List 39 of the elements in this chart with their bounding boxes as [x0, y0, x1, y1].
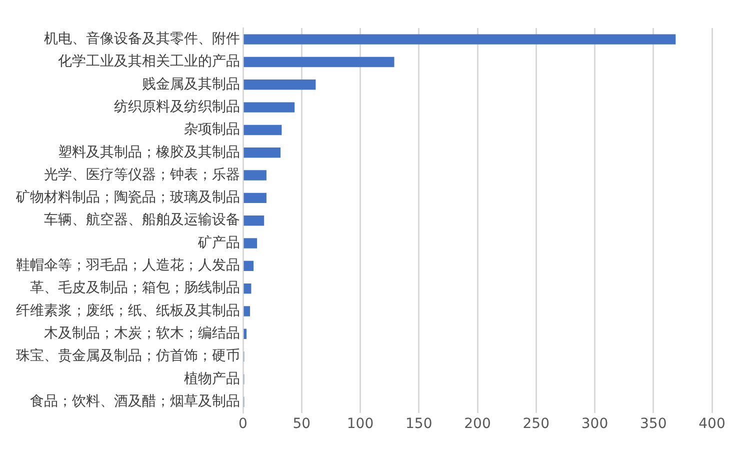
y-tick-label: 矿产品	[197, 234, 240, 251]
y-tick-label: 纺织原料及纺织制品	[114, 98, 240, 115]
y-tick-label: 杂项制品	[184, 122, 240, 138]
x-tick-label: 150	[406, 416, 432, 432]
bar	[244, 216, 264, 226]
y-tick-label: 贱金属及其制品	[142, 76, 240, 92]
bar	[244, 34, 676, 44]
y-tick-label: 食品；饮料、酒及醋；烟草及制品	[30, 394, 240, 410]
bar	[244, 260, 254, 272]
bar	[244, 306, 250, 316]
bar	[244, 80, 316, 90]
x-tick-label: 350	[640, 416, 667, 432]
bar	[244, 56, 394, 68]
y-tick-label: 机电、音像设备及其零件、附件	[44, 30, 240, 47]
x-tick-label: 0	[238, 416, 248, 432]
y-tick-label: 塑料及其制品；橡胶及其制品	[58, 144, 240, 160]
y-tick-label: 化学工业及其相关工业的产品	[58, 54, 240, 70]
y-tick-label: 植物产品	[184, 370, 240, 387]
bar	[244, 148, 281, 158]
y-tick-label: 纤维素浆；废纸；纸、纸板及其制品	[16, 302, 240, 319]
x-tick-label: 400	[698, 416, 726, 432]
y-tick-label: 车辆、航空器、船舶及运输设备	[44, 212, 240, 228]
bar	[244, 192, 266, 204]
x-tick-label: 50	[292, 416, 311, 432]
y-tick-label: 光学、医疗等仪器；钟表；乐器	[44, 166, 240, 183]
bar	[244, 124, 282, 136]
x-tick-label: 300	[581, 416, 608, 432]
bar	[244, 283, 252, 294]
y-tick-label: 珠宝、贵金属及制品；仿首饰；硬币	[16, 348, 240, 364]
y-tick-label: 矿物材料制品；陶瓷品；玻璃及制品	[15, 190, 240, 206]
x-tick-label: 200	[464, 416, 491, 432]
bar	[244, 102, 295, 112]
bar	[244, 170, 266, 180]
x-tick-label: 250	[522, 416, 550, 432]
y-tick-label: 革、毛皮及制品；箱包；肠线制品	[30, 280, 240, 296]
bar	[244, 238, 258, 248]
y-tick-label: 鞋帽伞等；羽毛品；人造花；人发品	[16, 258, 240, 274]
y-tick-label: 木及制品；木炭；软木；编结品	[44, 326, 240, 342]
x-tick-label: 100	[346, 416, 374, 432]
